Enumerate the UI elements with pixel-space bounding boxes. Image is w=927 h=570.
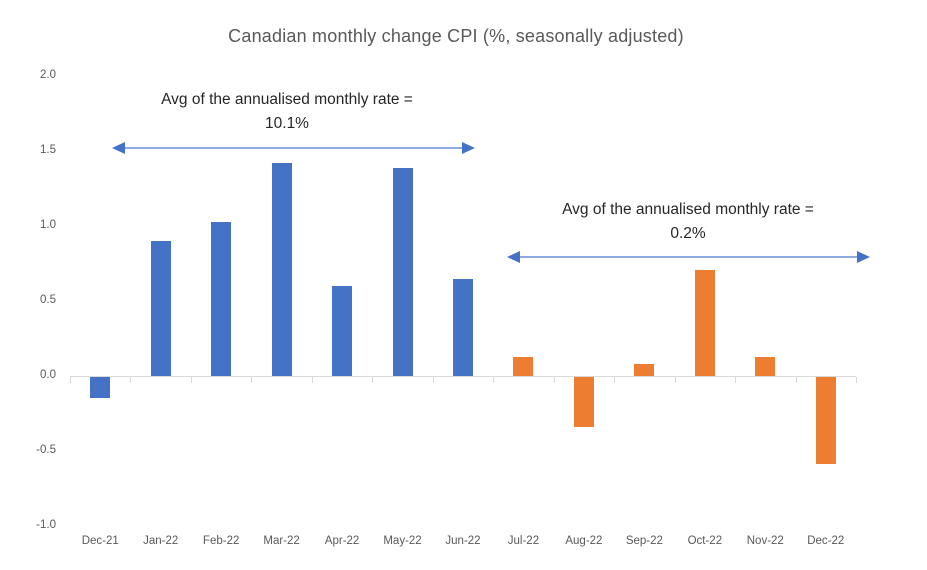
x-axis-label-Oct-22: Oct-22: [687, 535, 723, 547]
x-axis-label-Feb-22: Feb-22: [202, 535, 240, 547]
bar-Jul-22: [513, 356, 534, 376]
x-axis-label-Aug-22: Aug-22: [565, 535, 603, 547]
double-arrow-icon: [507, 251, 870, 263]
axis-tick: [735, 377, 737, 383]
bar-May-22: [392, 167, 413, 376]
axis-tick: [614, 377, 616, 383]
bar-Feb-22: [211, 221, 232, 376]
bar-Nov-22: [755, 356, 776, 376]
axis-tick: [432, 377, 434, 383]
axis-tick: [251, 377, 253, 383]
bar-Jan-22: [150, 241, 171, 376]
x-axis-line: [70, 376, 856, 377]
axis-tick: [856, 377, 857, 383]
axis-tick: [311, 377, 313, 383]
axis-tick: [372, 377, 374, 383]
axis-tick: [70, 377, 71, 383]
annotation-value: 10.1%: [265, 115, 309, 132]
bar-Dec-22: [815, 377, 836, 464]
annotation-line-1: Avg of the annualised monthly rate =: [562, 201, 814, 218]
bar-Oct-22: [694, 269, 715, 376]
axis-tick: [493, 377, 495, 383]
y-axis-label-0.5: 0.5: [40, 294, 56, 306]
axis-tick: [553, 377, 555, 383]
axis-tick: [190, 377, 192, 383]
axis-tick: [130, 377, 132, 383]
y-axis-label--1.0: -1.0: [36, 519, 56, 531]
double-arrow-icon: [112, 142, 475, 154]
x-axis-label-Nov-22: Nov-22: [746, 535, 784, 547]
annotation-second-period-text: Avg of the annualised monthly rate = 0.2…: [478, 198, 898, 246]
annotation-line-1: Avg of the annualised monthly rate =: [161, 91, 413, 108]
annotation-value: 0.2%: [670, 225, 706, 242]
bar-Dec-21: [90, 377, 111, 398]
x-axis-label-Jun-22: Jun-22: [445, 535, 481, 547]
x-axis-label-Mar-22: Mar-22: [263, 535, 300, 547]
axis-tick: [795, 377, 797, 383]
y-axis-label-2.0: 2.0: [40, 69, 56, 81]
x-axis-label-Jan-22: Jan-22: [143, 535, 179, 547]
x-axis-label-Dec-22: Dec-22: [807, 535, 845, 547]
bar-Mar-22: [271, 163, 292, 376]
y-axis-label--0.5: -0.5: [36, 444, 56, 456]
bar-Aug-22: [573, 377, 594, 427]
y-axis-label-1.5: 1.5: [40, 144, 56, 156]
y-axis-label-0.0: 0.0: [40, 369, 56, 381]
annotation-first-period-text: Avg of the annualised monthly rate = 10.…: [77, 88, 497, 136]
axis-tick: [674, 377, 676, 383]
x-axis-label-May-22: May-22: [383, 535, 422, 547]
x-axis-label-Jul-22: Jul-22: [507, 535, 540, 547]
y-axis-label-1.0: 1.0: [40, 219, 56, 231]
chart-title: Canadian monthly change CPI (%, seasonal…: [228, 26, 684, 46]
x-axis-label-Dec-21: Dec-21: [81, 535, 119, 547]
bar-Jun-22: [453, 278, 473, 376]
bar-Apr-22: [332, 286, 353, 376]
x-axis-label-Apr-22: Apr-22: [324, 535, 360, 547]
bar-Sep-22: [634, 364, 655, 376]
x-axis-label-Sep-22: Sep-22: [625, 535, 663, 547]
